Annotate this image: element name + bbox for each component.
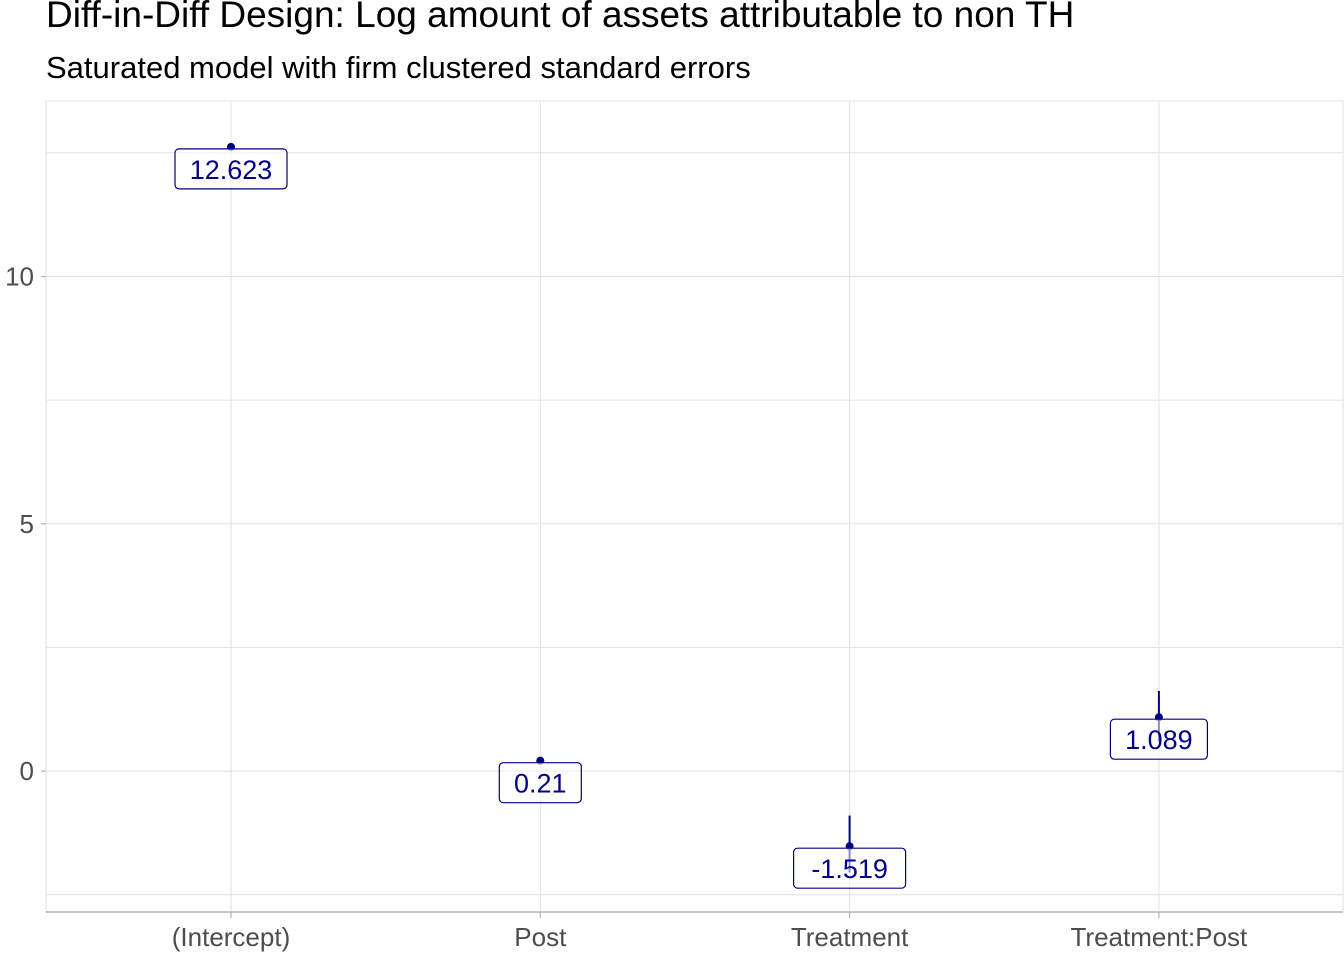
data-label: 0.21 <box>498 762 582 804</box>
chart-title: Diff-in-Diff Design: Log amount of asset… <box>46 0 1075 35</box>
data-label: 12.623 <box>174 148 288 190</box>
x-tick-label: Treatment <box>791 922 909 952</box>
axes: 0 5 10 (Intercept) Post Treatment Treatment:Po… <box>5 262 1343 952</box>
data-label: 1.089 <box>1109 718 1209 760</box>
data-label-box <box>1109 718 1209 760</box>
x-tick-label: (Intercept) <box>172 922 291 952</box>
data-label: -1.519 <box>792 847 907 889</box>
x-tick-label: Post <box>514 922 567 952</box>
chart-subtitle: Saturated model with firm clustered stan… <box>46 50 751 85</box>
data-label-box <box>792 847 907 889</box>
grid-lines <box>46 101 1343 912</box>
data-label-box <box>174 148 288 190</box>
data-label-text: -1.519 <box>811 854 888 884</box>
data-label-text: 1.089 <box>1125 725 1193 755</box>
plot-panel <box>45 100 1344 913</box>
data-label-text: 12.623 <box>190 155 273 185</box>
x-tick-label: Treatment:Post <box>1071 922 1249 952</box>
y-tick-label: 0 <box>20 756 34 786</box>
data-marks: 12.623 0.21 -1.519 1.089 <box>174 142 1209 889</box>
y-tick-label: 5 <box>20 509 34 539</box>
data-label-box <box>498 762 582 804</box>
y-tick-label: 10 <box>5 262 34 292</box>
data-label-text: 0.21 <box>514 769 567 799</box>
